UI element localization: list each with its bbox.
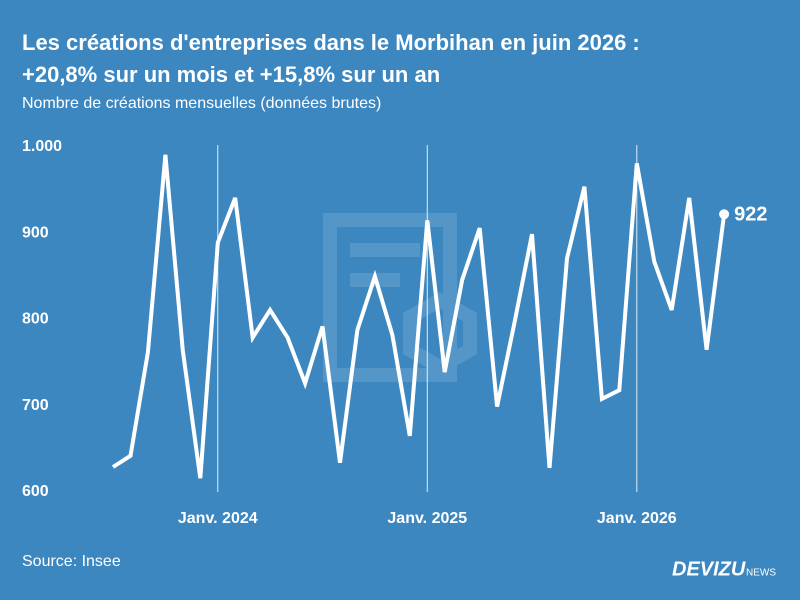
end-label: 922 (734, 204, 767, 226)
source: Source: Insee (22, 553, 121, 570)
y-tick-label: 900 (22, 224, 49, 241)
end-point (719, 209, 730, 220)
subtitle: Nombre de créations mensuelles (données … (22, 95, 381, 112)
y-tick-label: 1.000 (22, 138, 62, 155)
line (111, 154, 727, 479)
brand-suffix: NEWS (746, 568, 776, 579)
chart-title-line2: +20,8% sur un mois et +15,8% sur un an (22, 62, 440, 87)
y-tick-label: 800 (22, 311, 49, 328)
x-tick-label: Janv. 2025 (387, 510, 467, 527)
brand: DEVIZU (672, 558, 746, 580)
x-tick-label: Janv. 2026 (597, 510, 677, 527)
watermark (323, 213, 477, 382)
y-tick-label: 700 (22, 397, 49, 414)
chart-title: Les créations d'entreprises dans le Morb… (22, 30, 640, 55)
x-tick-label: Janv. 2024 (178, 510, 258, 527)
y-tick-label: 600 (22, 483, 49, 500)
